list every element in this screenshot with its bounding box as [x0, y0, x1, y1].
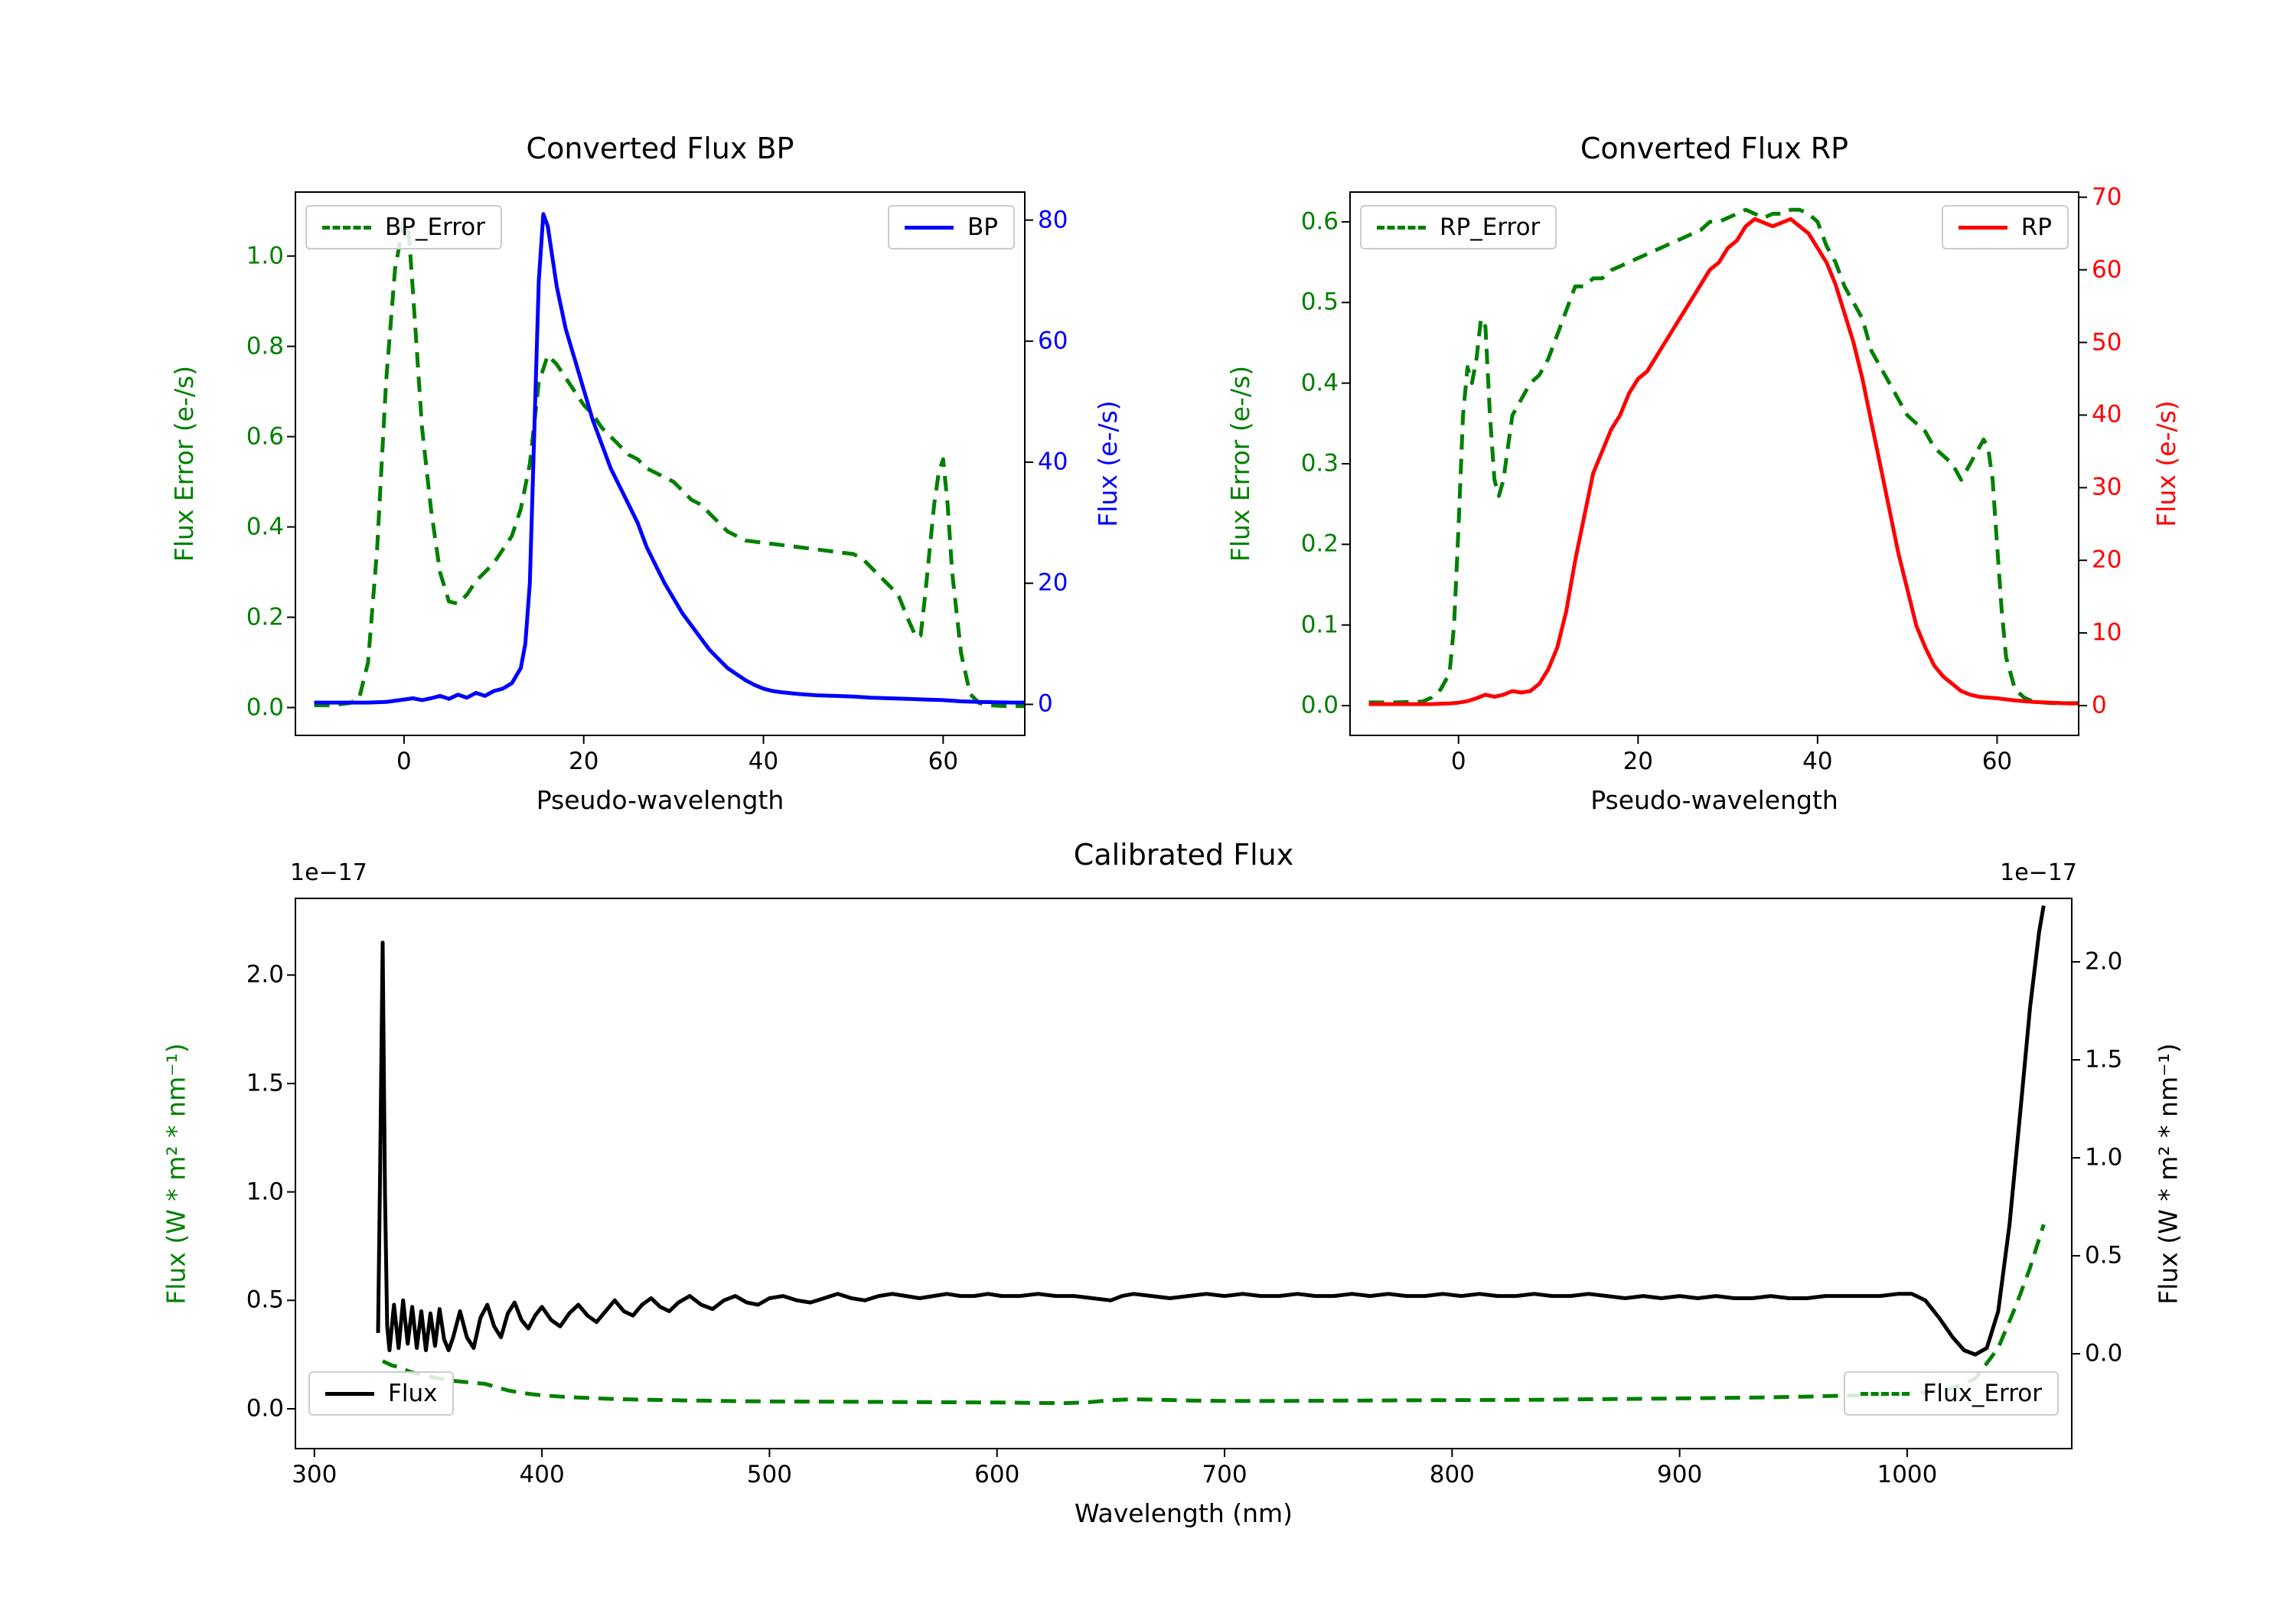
legend-bp: BP — [888, 205, 1015, 249]
tick-label: 400 — [519, 1461, 565, 1488]
tick-label: 20 — [568, 748, 599, 775]
plot-area: Flux Flux_Error 300 400 500 600 700 800 900 100… — [246, 898, 2122, 1487]
tick-label: 20 — [1038, 569, 1068, 597]
tick-label: 800 — [1429, 1461, 1475, 1488]
x-axis-label: Wavelength (nm) — [1074, 1498, 1293, 1528]
tick-label: 1.0 — [246, 1178, 284, 1206]
chart-canvas — [287, 905, 2080, 1457]
tick-label: 10 — [2092, 618, 2122, 647]
tick-label: 0.2 — [246, 603, 284, 631]
plot-area: BP_Error BP 0 20 40 60 0.0 0.2 0.4 0.6 0.8 1.0 0 20… — [246, 191, 1068, 774]
tick-label: 60 — [928, 748, 959, 775]
tick-label: 80 — [1038, 206, 1068, 234]
subplot-converted-flux-rp: Converted Flux RP Flux Error (e-/s) Flux… — [1225, 132, 2181, 815]
tick-label: 0.8 — [246, 332, 284, 360]
tick-label: 30 — [2092, 473, 2122, 501]
legend-label: BP — [967, 214, 998, 241]
tick-label: 0.4 — [1300, 369, 1339, 397]
legend-line-sample-solid — [1958, 225, 2007, 230]
tick-label: 0.0 — [1300, 691, 1339, 719]
tick-label: 500 — [746, 1461, 792, 1488]
tick-label: 0.2 — [1300, 530, 1339, 558]
tick-label: 0.0 — [246, 693, 284, 722]
subplot-converted-flux-bp: Converted Flux BP Flux Error (e-/s) Flux… — [169, 132, 1123, 815]
y-axis-label-right: Flux (e-/s) — [1093, 400, 1123, 527]
tick-label: 1.5 — [2085, 1045, 2123, 1074]
tick-label: 0.4 — [246, 513, 284, 541]
tick-label: 20 — [2092, 546, 2122, 574]
y-axis-label-left: Flux Error (e-/s) — [169, 365, 199, 562]
tick-label: 40 — [2092, 400, 2122, 429]
x-axis-label: Pseudo-wavelength — [536, 785, 784, 815]
legend-rp: RP — [1941, 205, 2069, 249]
tick-label: 0 — [1450, 748, 1466, 775]
tick-label: 50 — [2092, 328, 2122, 356]
chart-title: Calibrated Flux — [1073, 838, 1294, 872]
legend-line-sample-solid — [905, 225, 954, 230]
legend-line-sample-solid — [325, 1391, 374, 1396]
legend-line-sample-dashed — [322, 225, 371, 230]
tick-label: 20 — [1623, 748, 1654, 775]
x-axis-label: Pseudo-wavelength — [1590, 785, 1838, 815]
chart-canvas — [1342, 196, 2087, 744]
tick-label: 0.0 — [2085, 1339, 2123, 1367]
legend-label: Flux — [388, 1380, 438, 1407]
axis-offset-text-right: 1e−17 — [2000, 859, 2077, 886]
axis-offset-text-left: 1e−17 — [290, 859, 367, 886]
legend-flux-error: Flux_Error — [1843, 1371, 2059, 1416]
tick-label: 60 — [1981, 748, 2013, 775]
tick-label: 0.1 — [1300, 611, 1339, 639]
tick-label: 60 — [2092, 256, 2122, 284]
tick-label: 700 — [1202, 1461, 1247, 1488]
tick-label: 0.0 — [246, 1394, 284, 1423]
chart-canvas — [287, 212, 1033, 744]
y-axis-label-left: Flux (W * m² * nm⁻¹) — [161, 1042, 191, 1305]
tick-label: 900 — [1657, 1461, 1703, 1488]
tick-label: 0 — [396, 748, 412, 775]
tick-label: 1.0 — [2085, 1143, 2123, 1172]
tick-label: 0.5 — [2085, 1241, 2123, 1270]
tick-label: 2.0 — [246, 960, 284, 989]
legend-line-sample-dashed — [1860, 1391, 1910, 1396]
legend-label: RP — [2020, 214, 2052, 241]
tick-label: 40 — [1038, 448, 1068, 476]
tick-label: 40 — [748, 748, 779, 775]
legend-bp-error: BP_Error — [305, 205, 503, 249]
legend-rp-error: RP_Error — [1360, 205, 1557, 249]
subplot-calibrated-flux: Calibrated Flux 1e−17 1e−17 Flux (W * m²… — [161, 838, 2183, 1528]
legend-label: Flux_Error — [1923, 1380, 2043, 1407]
tick-label: 1.5 — [246, 1069, 284, 1097]
tick-label: 0 — [2092, 691, 2107, 719]
tick-label: 60 — [1038, 327, 1068, 355]
tick-label: 1.0 — [246, 242, 284, 270]
chart-title: Converted Flux BP — [526, 132, 794, 165]
legend-line-sample-dashed — [1377, 225, 1426, 230]
tick-label: 40 — [1802, 748, 1833, 775]
legend-flux: Flux — [308, 1371, 455, 1416]
chart-title: Converted Flux RP — [1580, 132, 1849, 165]
y-axis-label-right: Flux (W * m² * nm⁻¹) — [2153, 1042, 2183, 1305]
legend-label: BP_Error — [385, 214, 486, 241]
y-axis-label-right: Flux (e-/s) — [2151, 400, 2181, 527]
y-axis-label-left: Flux Error (e-/s) — [1225, 365, 1255, 562]
tick-label: 1000 — [1877, 1461, 1938, 1488]
tick-label: 0.3 — [1300, 449, 1339, 478]
tick-label: 0.5 — [1300, 288, 1339, 316]
tick-label: 70 — [2092, 183, 2122, 211]
tick-label: 600 — [974, 1461, 1020, 1488]
tick-label: 0 — [1038, 689, 1053, 718]
tick-label: 2.0 — [2085, 947, 2123, 976]
plot-area: RP_Error RP 0 20 40 60 0.0 0.1 0.2 0.3 0.4 0.5 0.6… — [1301, 185, 2122, 774]
tick-label: 300 — [292, 1461, 338, 1488]
tick-label: 0.6 — [246, 422, 284, 451]
tick-label: 0.6 — [1300, 207, 1339, 236]
legend-label: RP_Error — [1440, 214, 1541, 241]
tick-label: 0.5 — [246, 1286, 284, 1314]
